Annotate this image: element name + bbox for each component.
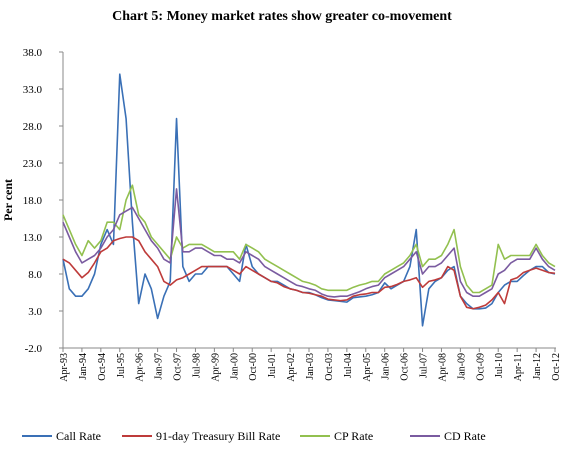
legend-label: Call Rate (56, 429, 101, 443)
x-tick-label: Jan-00 (229, 353, 240, 380)
x-tick-label: Jan-12 (532, 353, 543, 380)
x-tick-label: Jul-04 (343, 353, 354, 378)
x-tick-label: Jan-94 (78, 353, 89, 380)
x-tick-label: Oct-09 (475, 353, 486, 381)
x-tick-label: Jan-03 (305, 353, 316, 380)
x-tick-label: Oct-06 (400, 353, 411, 381)
line-series (62, 188, 556, 298)
y-tick-label: 33.0 (23, 84, 43, 96)
x-tick-label: Apr-08 (437, 353, 448, 382)
x-tick-label: Jul-01 (267, 353, 278, 378)
line-series (62, 236, 556, 310)
x-tick-label: Oct-00 (248, 353, 259, 381)
x-tick-label: Oct-03 (324, 353, 335, 381)
x-tick-label: Oct-97 (173, 353, 184, 381)
x-tick-label: Jan-09 (456, 353, 467, 380)
legend-label: CP Rate (334, 429, 373, 443)
x-tick-label: Oct-12 (551, 353, 562, 381)
x-tick-label: Jul-07 (419, 353, 430, 378)
chart-title: Chart 5: Money market rates show greater… (112, 9, 452, 24)
y-tick-label: 3.0 (28, 306, 42, 318)
line-series (62, 184, 556, 294)
x-tick-label: Jul-10 (494, 353, 505, 378)
x-tick-label: Oct-94 (97, 353, 108, 381)
x-tick-label: Apr-02 (286, 353, 297, 382)
y-tick-label: 8.0 (28, 269, 42, 281)
y-tick-label: 18.0 (23, 195, 43, 207)
y-tick-label: 28.0 (23, 121, 43, 133)
x-tick-label: Jan-97 (154, 353, 165, 380)
y-tick-label: -2.0 (25, 343, 43, 355)
legend-label: CD Rate (444, 429, 486, 443)
x-tick-label: Apr-99 (210, 353, 221, 382)
x-tick-label: Apr-11 (513, 353, 524, 381)
y-tick-label: 23.0 (23, 158, 43, 170)
y-tick-label: 13.0 (23, 232, 43, 244)
x-tick-label: Apr-96 (135, 353, 146, 382)
x-tick-label: Apr-93 (59, 353, 70, 382)
x-tick-label: Jan-06 (381, 353, 392, 380)
legend-label: 91-day Treasury Bill Rate (156, 429, 280, 443)
x-tick-label: Jul-98 (191, 353, 202, 378)
y-axis-title: Per cent (1, 179, 15, 221)
x-tick-label: Jul-95 (116, 353, 127, 378)
x-tick-label: Apr-05 (362, 353, 373, 382)
y-tick-label: 38.0 (23, 47, 43, 59)
